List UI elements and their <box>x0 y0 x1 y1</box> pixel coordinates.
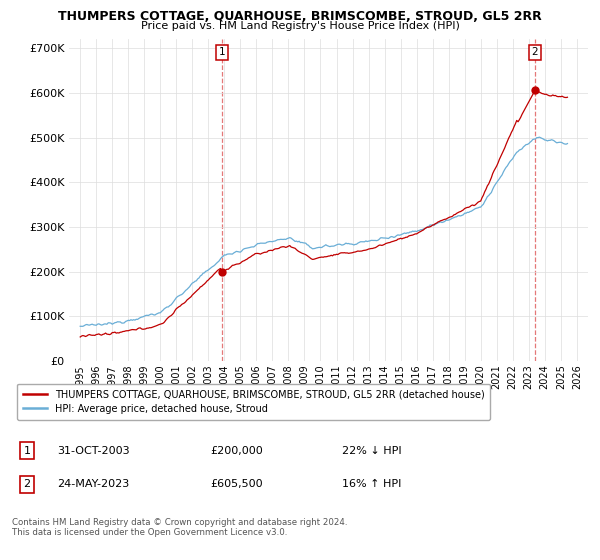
Text: 1: 1 <box>23 446 31 456</box>
Text: 24-MAY-2023: 24-MAY-2023 <box>57 479 129 489</box>
Text: £605,500: £605,500 <box>210 479 263 489</box>
Text: 2: 2 <box>23 479 31 489</box>
Text: 2: 2 <box>532 47 538 57</box>
Legend: THUMPERS COTTAGE, QUARHOUSE, BRIMSCOMBE, STROUD, GL5 2RR (detached house), HPI: : THUMPERS COTTAGE, QUARHOUSE, BRIMSCOMBE,… <box>17 384 490 420</box>
Text: THUMPERS COTTAGE, QUARHOUSE, BRIMSCOMBE, STROUD, GL5 2RR: THUMPERS COTTAGE, QUARHOUSE, BRIMSCOMBE,… <box>58 10 542 23</box>
Text: 16% ↑ HPI: 16% ↑ HPI <box>342 479 401 489</box>
Text: £200,000: £200,000 <box>210 446 263 456</box>
Text: Contains HM Land Registry data © Crown copyright and database right 2024.
This d: Contains HM Land Registry data © Crown c… <box>12 518 347 538</box>
Text: 22% ↓ HPI: 22% ↓ HPI <box>342 446 401 456</box>
Text: Price paid vs. HM Land Registry's House Price Index (HPI): Price paid vs. HM Land Registry's House … <box>140 21 460 31</box>
Text: 31-OCT-2003: 31-OCT-2003 <box>57 446 130 456</box>
Text: 1: 1 <box>218 47 225 57</box>
